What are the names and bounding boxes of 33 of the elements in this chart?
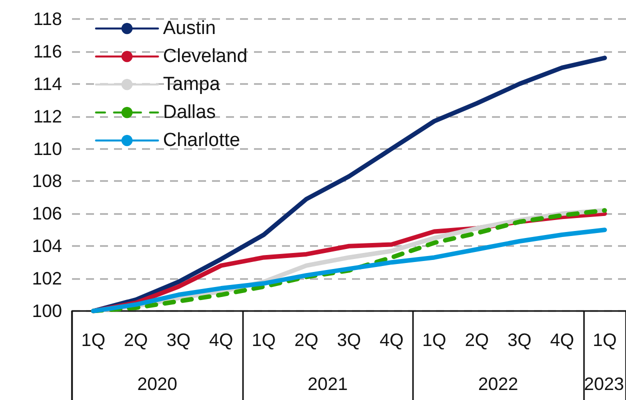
y-tick-label: 118 xyxy=(33,9,62,29)
y-tick-label: 114 xyxy=(33,74,62,94)
y-tick-label: 116 xyxy=(33,41,62,62)
text: 2023 xyxy=(584,374,624,394)
legend-label: Charlotte xyxy=(163,130,240,151)
x-tick-label: 4Q xyxy=(380,330,404,350)
x-tick-label: 1Q xyxy=(252,330,276,350)
y-tick-label: 106 xyxy=(32,204,62,224)
x-tick-label: 1Q xyxy=(81,330,106,350)
line-series xyxy=(91,228,607,314)
x-tick-label: 3Q xyxy=(336,330,362,350)
y-tick-label: 104 xyxy=(32,236,62,256)
x-tick-label: 3Q xyxy=(166,330,191,350)
legend-label: Dallas xyxy=(163,102,216,123)
y-tick-label: 102 xyxy=(32,268,62,289)
x-tick-label: 1Q xyxy=(592,330,617,350)
y-tick-label: 100 xyxy=(32,301,62,321)
text: 2022 xyxy=(478,374,518,394)
x-tick-label: 1Q xyxy=(422,330,446,350)
legend-label: Tampa xyxy=(163,74,220,95)
y-tick-label: 112 xyxy=(33,106,62,126)
y-tick-label: 108 xyxy=(32,171,62,192)
text: 2020 xyxy=(137,374,178,394)
y-tick-label: 110 xyxy=(33,138,62,159)
x-tick-label: 2Q xyxy=(294,330,318,350)
x-tick-label: 4Q xyxy=(209,330,234,350)
x-tick-label: 2Q xyxy=(464,330,489,350)
text: 2021 xyxy=(308,374,348,394)
legend-label: Austin xyxy=(163,18,216,39)
x-tick-label: 4Q xyxy=(550,330,574,350)
x-tick-label: 3Q xyxy=(507,330,532,350)
legend-label: Cleveland xyxy=(163,46,248,67)
x-tick-label: 2Q xyxy=(124,330,148,350)
